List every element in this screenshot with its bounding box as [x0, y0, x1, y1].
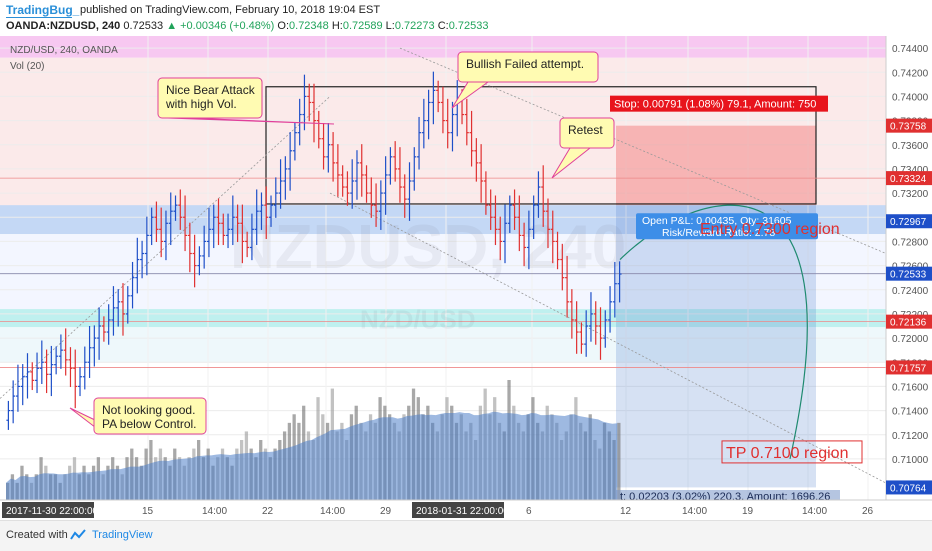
entry-label: Entry 0.7300 region — [700, 221, 840, 238]
volume-legend: Vol (20) — [10, 61, 45, 72]
stop-box — [616, 125, 816, 206]
time-tick-label: 19 — [742, 506, 754, 517]
price-tick-label: 0.72400 — [892, 286, 929, 297]
openpl-label-bg — [636, 213, 818, 240]
notgood-note-text: PA below Control. — [102, 417, 197, 431]
price-tick-label: 0.74200 — [892, 68, 929, 79]
high-label: H: — [331, 20, 343, 32]
volume-ma-area — [6, 411, 618, 500]
tradingview-logo-icon — [70, 529, 86, 540]
bear-note-text: Nice Bear Attack — [166, 83, 256, 97]
bullish-note-text: Bullish Failed attempt. — [466, 57, 584, 71]
time-tick-label: 15 — [142, 506, 154, 517]
price-tick-label: 0.74400 — [892, 44, 929, 55]
author-name[interactable]: TradingBug_ — [6, 3, 80, 17]
time-tick-label: 14:00 — [682, 506, 707, 517]
bear-note-pointer — [167, 117, 335, 125]
author-underline — [6, 17, 72, 18]
retest-note-box — [559, 117, 615, 149]
time-start-label: 2017-11-30 22:00:00 — [6, 506, 99, 517]
price-tick-label: 0.71600 — [892, 382, 929, 393]
price-badge-text: 0.73324 — [890, 174, 927, 185]
footer-bar: Created with TradingView — [0, 520, 932, 551]
last-price: 0.72533 — [123, 20, 164, 32]
volume-bar — [617, 422, 621, 500]
time-tick-label: 14:00 — [320, 506, 345, 517]
price-tick-label: 0.73400 — [892, 165, 929, 176]
tp-label: TP 0.7100 region — [726, 445, 848, 462]
time-tick-label: 6 — [526, 506, 532, 517]
price-badge — [886, 214, 932, 229]
high-value: 0.72589 — [342, 20, 383, 32]
symbol-name: OANDA:NZDUSD, 240 — [6, 20, 121, 32]
notgood-note-text: Not looking good. — [102, 403, 195, 417]
time-tick-label: 14:00 — [202, 506, 227, 517]
price-badge-text: 0.73758 — [890, 122, 927, 133]
bullish-note-box — [457, 51, 599, 83]
price-badge — [886, 266, 932, 281]
price-badge — [886, 171, 932, 186]
price-tick-label: 0.73600 — [892, 141, 929, 152]
open-value: 0.72348 — [289, 20, 329, 32]
tradingview-link[interactable]: TradingView — [92, 529, 153, 541]
chart-legend: NZD/USD, 240, OANDA — [10, 45, 118, 56]
close-value: 0.72533 — [448, 20, 489, 32]
bear-note-box — [157, 77, 263, 119]
price-badge — [886, 118, 932, 133]
open-label: O: — [277, 20, 290, 32]
low-label: L: — [385, 20, 395, 32]
trend-up-line — [0, 96, 331, 399]
time-mid-bg — [412, 502, 504, 518]
price-tick-label: 0.74000 — [892, 92, 929, 103]
price-badge — [886, 314, 932, 329]
low-value: 0.72273 — [394, 20, 435, 32]
chart-header: TradingBug_ published on TradingView.com… — [0, 0, 932, 36]
price-tick-label: 0.71400 — [892, 407, 929, 418]
time-tick-label: 14:00 — [802, 506, 827, 517]
time-mid-label: 2018-01-31 22:00:00 — [416, 506, 509, 517]
time-tick-label: 29 — [380, 506, 392, 517]
retest-note-pointer — [551, 147, 591, 179]
openpl-text: Open P&L: 0.00435, Qty: 31605 — [642, 215, 792, 227]
symbol-quote: OANDA:NZDUSD, 240 0.72533 ▲ +0.00346 (+0… — [6, 20, 488, 32]
price-badge-text: 0.72533 — [890, 270, 927, 281]
range-box — [265, 86, 817, 205]
watermark-symbol: NZDUSD, 240 — [230, 213, 626, 282]
time-tick-label: 22 — [262, 506, 274, 517]
time-tick-label: 26 — [862, 506, 874, 517]
price-tick-label: 0.73200 — [892, 189, 929, 200]
price-tick-label: 0.72000 — [892, 334, 929, 345]
published-text: published on TradingView.com, February 1… — [80, 4, 381, 16]
price-badge — [886, 360, 932, 375]
bullish-note-pointer — [451, 81, 489, 109]
stop-label-text: Stop: 0.00791 (1.08%) 79.1, Amount: 750 — [614, 99, 816, 111]
trend-channel-line — [329, 192, 887, 484]
notgood-note-box — [93, 397, 207, 435]
price-badge-text: 0.72136 — [890, 318, 927, 329]
retest-note-text: Retest — [568, 123, 603, 137]
time-start-bg — [2, 502, 94, 518]
watermark-pair: NZD/USD — [360, 304, 476, 334]
price-tick-label: 0.71000 — [892, 455, 929, 466]
price-badge-text: 0.71757 — [890, 363, 927, 374]
price-tick-label: 0.72800 — [892, 237, 929, 248]
price-badge-text: 0.70764 — [890, 483, 927, 494]
target-box — [616, 205, 816, 488]
top-zone — [0, 36, 886, 58]
time-tick-label: 12 — [620, 506, 632, 517]
price-tick-label: 0.71200 — [892, 431, 929, 442]
price-change: ▲ +0.00346 (+0.48%) — [166, 20, 275, 32]
price-badge-text: 0.72967 — [890, 217, 927, 228]
created-with-text: Created with — [6, 529, 68, 541]
stop-label-bg — [610, 95, 828, 112]
price-badge — [886, 480, 932, 495]
tp-label-box — [721, 440, 863, 464]
close-label: C: — [437, 20, 449, 32]
bear-note-text: with high Vol. — [165, 97, 237, 111]
riskreward-text: Risk/Reward Ratio: 2.78 — [662, 227, 775, 239]
